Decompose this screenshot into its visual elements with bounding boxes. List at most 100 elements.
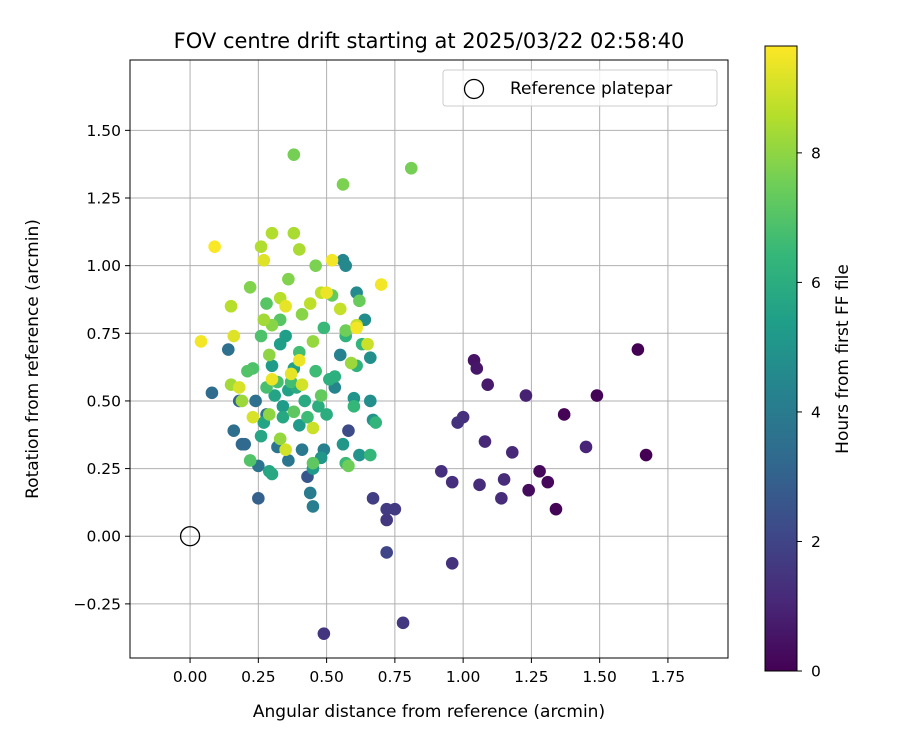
scatter-point (631, 343, 645, 356)
scatter-point (249, 394, 262, 408)
scatter-point (262, 348, 276, 362)
legend: Reference platepar (442, 69, 718, 107)
scatter-point (320, 408, 333, 421)
scatter-point (265, 372, 279, 386)
scatter-point (445, 556, 459, 570)
scatter-point (306, 456, 320, 470)
y-axis-label: Rotation from reference (arcmin) (23, 219, 43, 499)
scatter-point (260, 297, 273, 310)
scatter-point (336, 178, 350, 191)
scatter-point (303, 297, 317, 310)
scatter-point (557, 408, 571, 421)
scatter-point (333, 302, 347, 316)
colorbar-label: Hours from first FF file (833, 264, 853, 454)
scatter-point (222, 343, 235, 356)
y-tick-label: 0.50 (86, 392, 121, 410)
x-tick-label: 1.00 (446, 668, 481, 686)
scatter-point (347, 400, 361, 413)
x-tick-label: 0.75 (378, 668, 413, 686)
scatter-point (279, 443, 292, 456)
scatter-point (284, 367, 298, 381)
scatter-point (262, 408, 276, 421)
scatter-point (380, 513, 393, 527)
scatter-point (265, 467, 279, 481)
scatter-point (246, 410, 260, 424)
scatter-point (238, 437, 251, 451)
scatter-point (243, 454, 257, 467)
scatter-point (287, 226, 301, 240)
y-tick-label: −0.25 (74, 595, 122, 613)
scatter-point (328, 370, 342, 383)
x-axis-label: Angular distance from reference (arcmin) (253, 702, 605, 722)
scatter-point (339, 324, 353, 337)
scatter-point (451, 416, 464, 429)
scatter-point (549, 502, 563, 516)
y-tick-label: 1.25 (86, 190, 121, 208)
scatter-point (478, 435, 492, 448)
scatter-point (519, 389, 533, 402)
legend-box (442, 69, 718, 107)
scatter-point (522, 483, 535, 497)
scatter-point (276, 410, 290, 424)
x-tick-label: 0.50 (309, 668, 344, 686)
y-tick-label: 1.00 (86, 257, 121, 275)
scatter-point (279, 299, 292, 313)
scatter-point (495, 492, 508, 505)
scatter-point (339, 259, 353, 272)
y-tick-label: 0.75 (86, 325, 121, 343)
scatter-point (227, 424, 241, 438)
colorbar-tick-label: 0 (811, 663, 821, 681)
scatter-point (306, 335, 320, 348)
scatter-point (243, 280, 257, 294)
y-tick-label: 0.25 (86, 460, 121, 478)
y-axis-ticks: −0.25 0.00 0.25 0.50 0.75 1.00 1.25 1.50 (74, 122, 130, 613)
scatter-point (366, 492, 380, 505)
x-tick-label: 1.75 (651, 668, 686, 686)
scatter-point (295, 443, 309, 456)
scatter-point (396, 616, 410, 630)
scatter-point (363, 448, 377, 462)
scatter-point (241, 364, 254, 378)
x-tick-label: 1.25 (514, 668, 549, 686)
scatter-point (287, 405, 301, 419)
scatter-point (353, 448, 366, 462)
scatter-point (317, 627, 331, 640)
scatter-point (590, 389, 604, 402)
scatter-point (292, 418, 306, 432)
y-tick-label: 1.50 (86, 122, 121, 140)
grid (130, 60, 728, 658)
plot-frame (129, 59, 729, 659)
scatter-point (303, 486, 317, 500)
scatter-point (314, 389, 328, 402)
scatter-point (350, 321, 363, 335)
y-tick-label: 0.00 (86, 528, 121, 546)
colorbar-gradient (764, 45, 798, 672)
legend-reference-marker (463, 78, 485, 100)
scatter-point (374, 278, 388, 291)
colorbar-tick-label: 2 (811, 533, 821, 551)
scatter-point (276, 400, 290, 413)
scatter-point (333, 348, 347, 362)
chart-title: FOV centre drift starting at 2025/03/22 … (174, 29, 685, 53)
scatter-point (342, 459, 355, 473)
scatter-point (434, 464, 448, 478)
x-tick-label: 0.00 (173, 668, 208, 686)
scatter-point (369, 416, 383, 429)
scatter-point (470, 362, 484, 375)
legend-label: Reference platepar (510, 79, 672, 99)
x-tick-label: 1.50 (582, 668, 617, 686)
scatter-point (639, 448, 653, 462)
scatter-point (254, 329, 268, 343)
reference-platepar-marker (179, 526, 201, 547)
scatter-point (292, 243, 306, 256)
x-tick-label: 0.25 (241, 668, 276, 686)
scatter-point (282, 272, 295, 286)
scatter-point (306, 421, 320, 435)
scatter-point (292, 354, 306, 367)
scatter-point (282, 454, 295, 467)
scatter-point (363, 394, 377, 408)
colorbar-ticks: 0 2 4 6 8 (797, 144, 821, 681)
colorbar-tick-label: 6 (811, 274, 821, 292)
scatter-point (301, 410, 314, 424)
